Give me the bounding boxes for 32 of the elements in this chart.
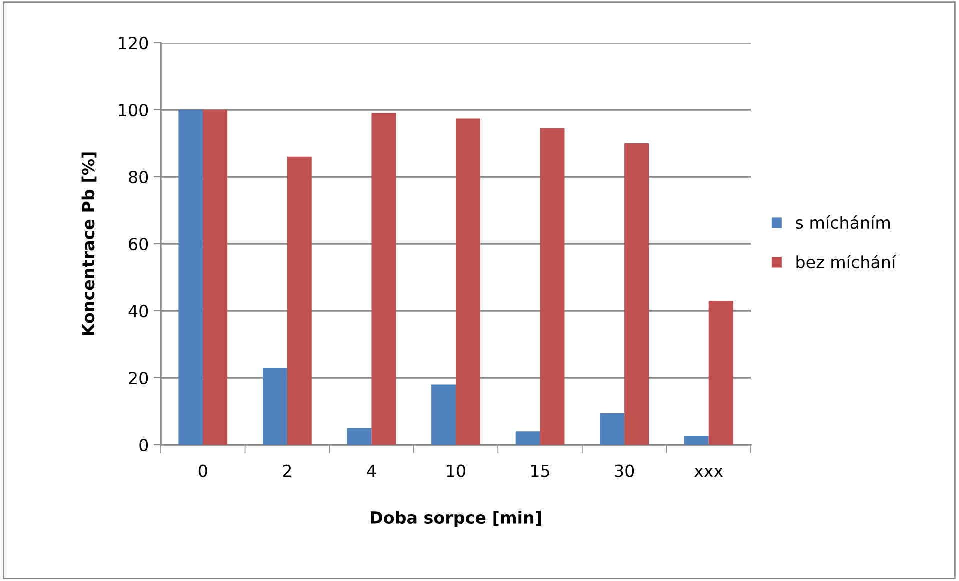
bar [203,110,228,445]
bar [287,156,312,445]
legend-label: bez míchání [796,255,897,269]
y-tick-label: 60 [129,238,148,251]
y-axis-title: Koncentrace Pb [%] [82,152,97,336]
y-tick-label: 80 [129,170,148,184]
y-tick-label: 120 [119,36,148,50]
bar [540,128,565,445]
bar [684,436,709,445]
x-tick-label: 2 [283,464,292,478]
bar [624,144,650,445]
y-tick-label: 20 [129,372,148,385]
x-axis-title: Doba sorpce [min] [371,511,542,528]
bar [600,414,625,445]
bar [456,118,480,445]
x-tick-label: 0 [198,464,208,478]
x-tick-label: 4 [367,464,376,478]
x-tick-label: 30 [615,464,634,478]
legend-label: s mícháním [796,216,890,230]
bar [432,384,456,445]
bar [372,113,396,445]
x-tick-label: 10 [447,464,466,478]
x-tick-label: 15 [532,464,550,478]
y-tick-label: 100 [119,104,148,117]
bar [262,368,288,445]
y-tick-label: 0 [140,438,148,452]
y-tick-label: 40 [128,304,148,318]
x-tick-label: xxx [694,468,724,478]
bar [347,428,372,445]
bar [708,300,734,445]
bar [516,432,540,445]
bar [178,110,204,445]
